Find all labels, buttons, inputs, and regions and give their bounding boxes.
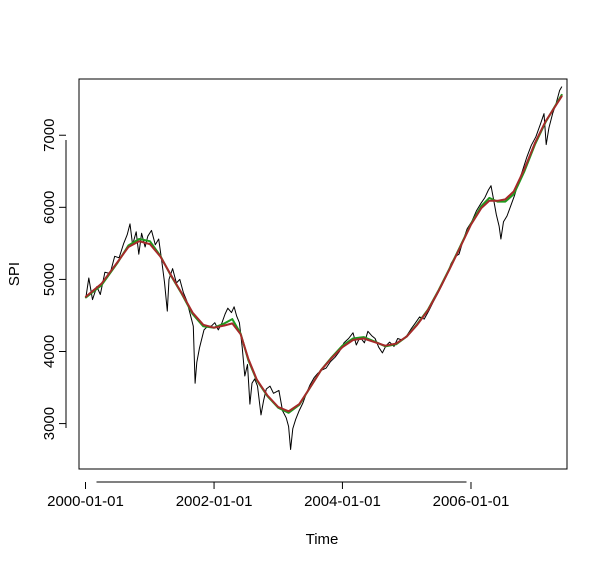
y-tick-label: 3000 xyxy=(41,407,58,440)
x-tick-label: 2002-01-01 xyxy=(176,493,253,510)
y-tick-label: 6000 xyxy=(41,191,58,224)
y-axis: 3000 4000 5000 6000 7000 xyxy=(41,119,67,440)
x-tick-label: 2004-01-01 xyxy=(304,493,381,510)
y-tick-label: 5000 xyxy=(41,263,58,296)
series-line-raw xyxy=(85,86,563,450)
x-axis-label: Time xyxy=(306,531,339,548)
y-tick-label: 4000 xyxy=(41,335,58,368)
x-axis: 2000-01-01 2002-01-01 2004-01-01 2006-01-01 xyxy=(47,481,510,510)
series-layer xyxy=(84,86,563,450)
x-tick-label: 2000-01-01 xyxy=(47,493,124,510)
y-axis-label: SPI xyxy=(6,262,23,286)
plot-frame xyxy=(78,78,568,470)
x-tick-label: 2006-01-01 xyxy=(433,493,510,510)
y-tick-label: 7000 xyxy=(41,119,58,152)
series-line-smooth-2 xyxy=(84,95,563,413)
